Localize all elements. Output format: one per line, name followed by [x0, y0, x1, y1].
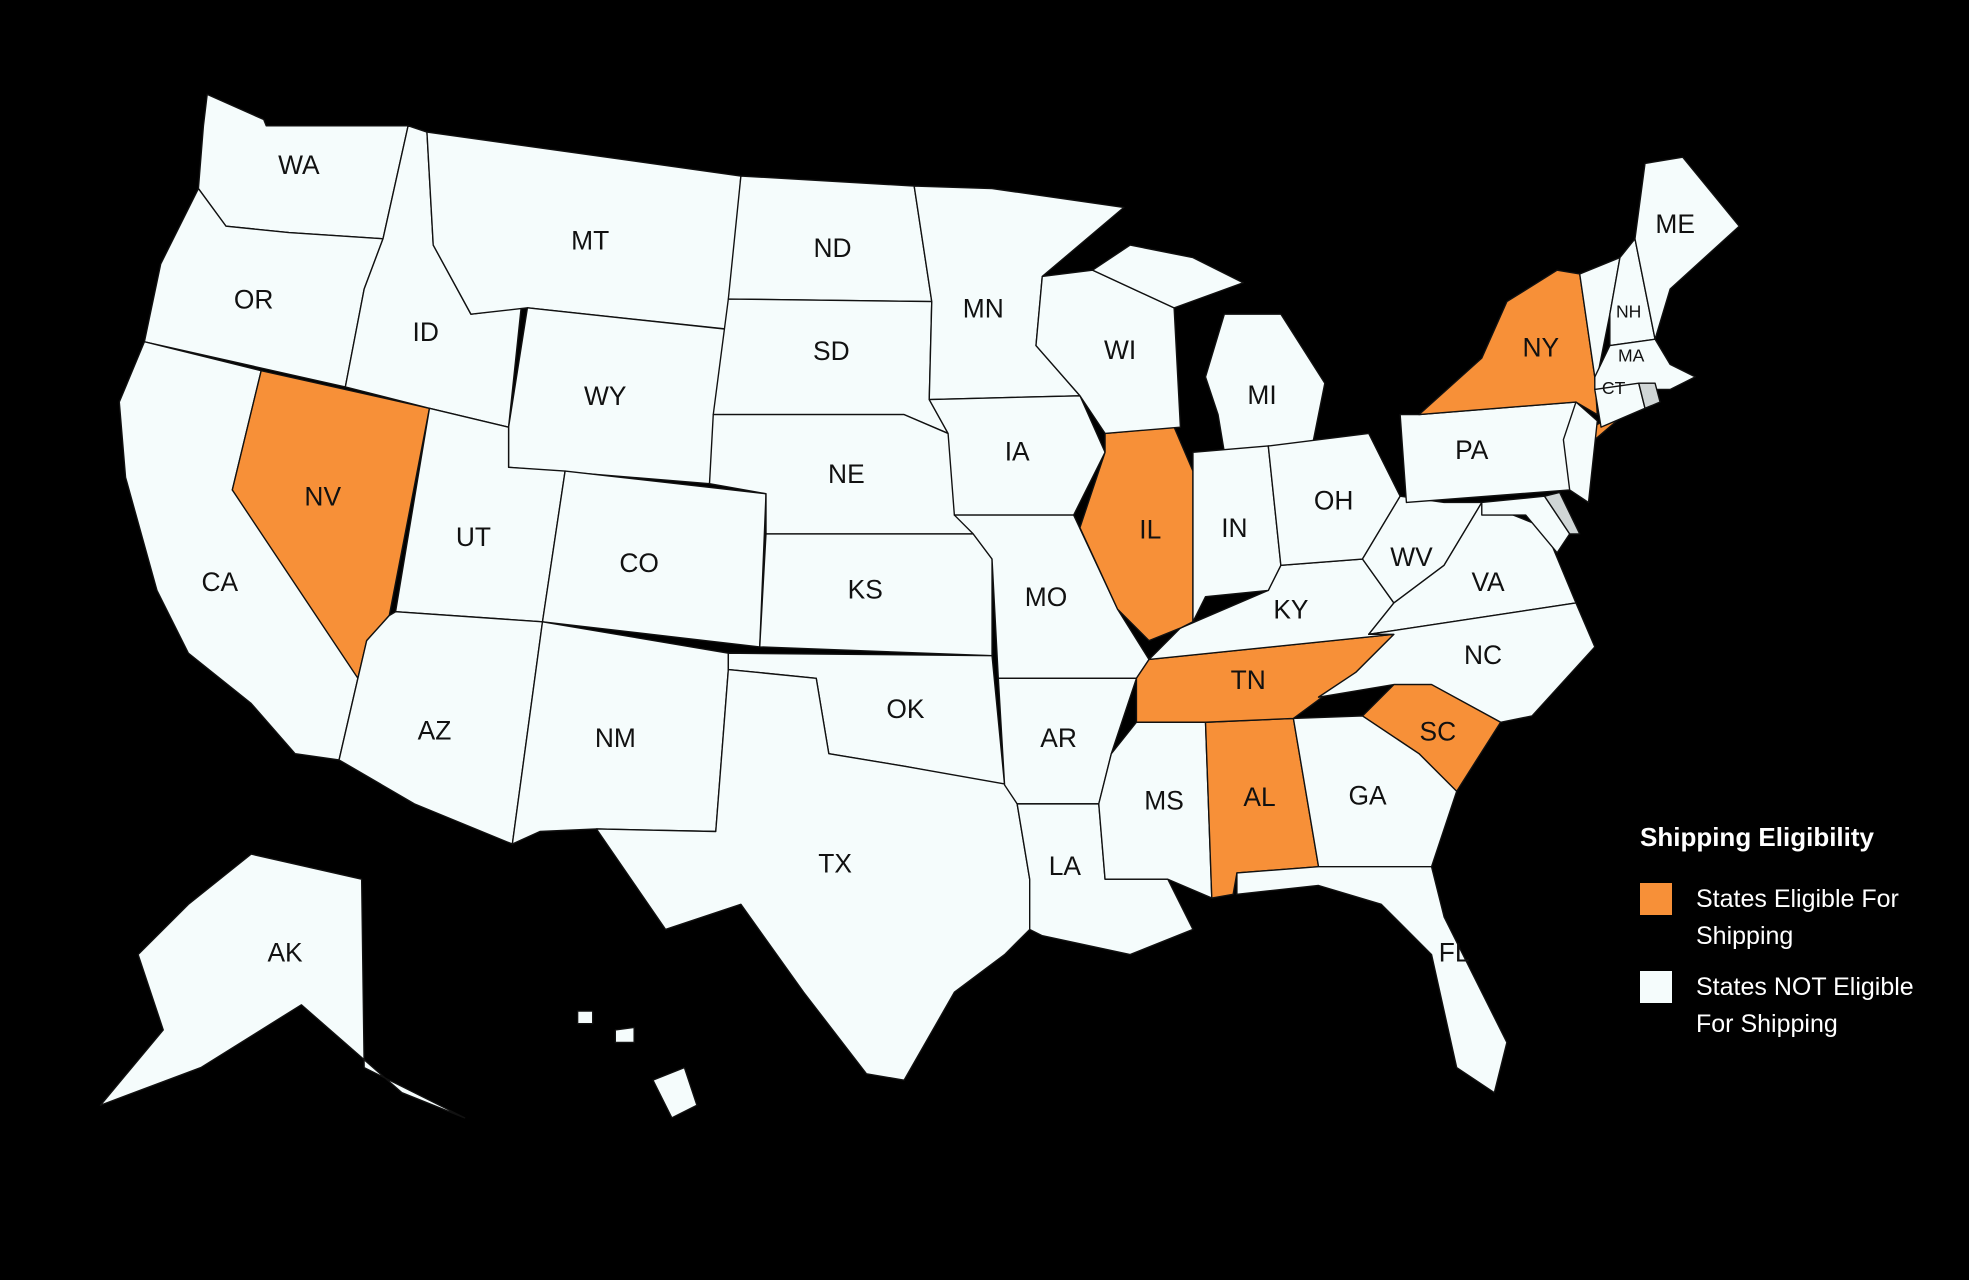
state-label-oh: OH: [1314, 485, 1354, 515]
state-de: [1543, 491, 1581, 535]
state-label-fl: FL: [1439, 938, 1470, 968]
state-label-sc: SC: [1420, 717, 1457, 747]
state-label-nm: NM: [595, 723, 636, 753]
state-sd: [712, 298, 949, 435]
state-label-or: OR: [234, 285, 274, 315]
state-fl: [1236, 865, 1508, 1094]
state-mi: [1204, 313, 1326, 453]
state-label-nh: NH: [1616, 302, 1641, 322]
state-ny: [1418, 269, 1598, 416]
state-label-ne: NE: [828, 459, 865, 489]
state-ri: [1638, 382, 1661, 410]
state-label-nv: NV: [304, 482, 341, 512]
state-label-wv: WV: [1390, 542, 1433, 572]
state-label-ks: KS: [848, 575, 883, 605]
state-label-tx: TX: [818, 848, 852, 878]
state-label-in: IN: [1221, 513, 1247, 543]
state-label-pa: PA: [1455, 435, 1489, 465]
legend-label-eligible: States Eligible For Shipping: [1696, 885, 1899, 950]
state-hi: [614, 1026, 635, 1044]
state-me: [1634, 156, 1740, 340]
state-label-ok: OK: [886, 694, 925, 724]
state-label-ny: NY: [1522, 332, 1559, 362]
legend-item-not-eligible: States NOT Eligible For Shipping: [1640, 969, 1956, 1043]
legend-title: Shipping Eligibility: [1640, 822, 1874, 852]
state-label-nd: ND: [814, 233, 852, 263]
state-label-az: AZ: [418, 715, 452, 745]
state-label-ky: KY: [1273, 595, 1308, 625]
state-nj: [1562, 401, 1598, 504]
legend-swatch-not-eligible: [1640, 971, 1672, 1003]
state-label-sd: SD: [813, 336, 850, 366]
state-label-va: VA: [1471, 567, 1505, 597]
state-label-id: ID: [413, 317, 439, 347]
state-label-nc: NC: [1464, 640, 1502, 670]
state-label-il: IL: [1139, 514, 1161, 544]
state-hi: [652, 1066, 698, 1119]
state-label-ct: CT: [1602, 378, 1626, 398]
state-label-wa: WA: [278, 150, 320, 180]
state-mi: [1091, 244, 1244, 309]
state-label-ar: AR: [1040, 723, 1077, 753]
state-label-al: AL: [1243, 782, 1275, 812]
state-label-wi: WI: [1104, 335, 1136, 365]
state-label-ga: GA: [1348, 781, 1387, 811]
state-tx: [595, 668, 1031, 1081]
state-label-ut: UT: [456, 522, 491, 552]
state-label-mi: MI: [1247, 380, 1276, 410]
state-label-ca: CA: [201, 567, 238, 597]
legend-item-eligible: States Eligible For Shipping: [1640, 881, 1956, 955]
legend-label-not-eligible: States NOT Eligible For Shipping: [1696, 973, 1914, 1038]
state-label-tn: TN: [1231, 665, 1266, 695]
legend-swatch-eligible: [1640, 883, 1672, 915]
legend: Shipping Eligibility States Eligible For…: [1640, 822, 1956, 1057]
state-label-ma: MA: [1618, 345, 1645, 365]
state-label-me: ME: [1655, 209, 1695, 239]
state-label-mn: MN: [963, 293, 1004, 323]
state-label-mt: MT: [571, 226, 609, 256]
state-il: [1079, 426, 1194, 642]
state-label-mo: MO: [1025, 582, 1067, 612]
state-label-ak: AK: [267, 938, 303, 968]
state-label-wy: WY: [584, 381, 626, 411]
state-label-la: LA: [1049, 851, 1082, 881]
state-ks: [759, 533, 993, 657]
state-hi: [576, 1010, 594, 1025]
state-label-co: CO: [619, 548, 659, 578]
state-ak: [99, 853, 466, 1119]
state-vt: [1579, 256, 1621, 378]
state-pa: [1399, 401, 1590, 504]
state-label-ms: MS: [1144, 786, 1184, 816]
state-label-ia: IA: [1005, 436, 1030, 466]
